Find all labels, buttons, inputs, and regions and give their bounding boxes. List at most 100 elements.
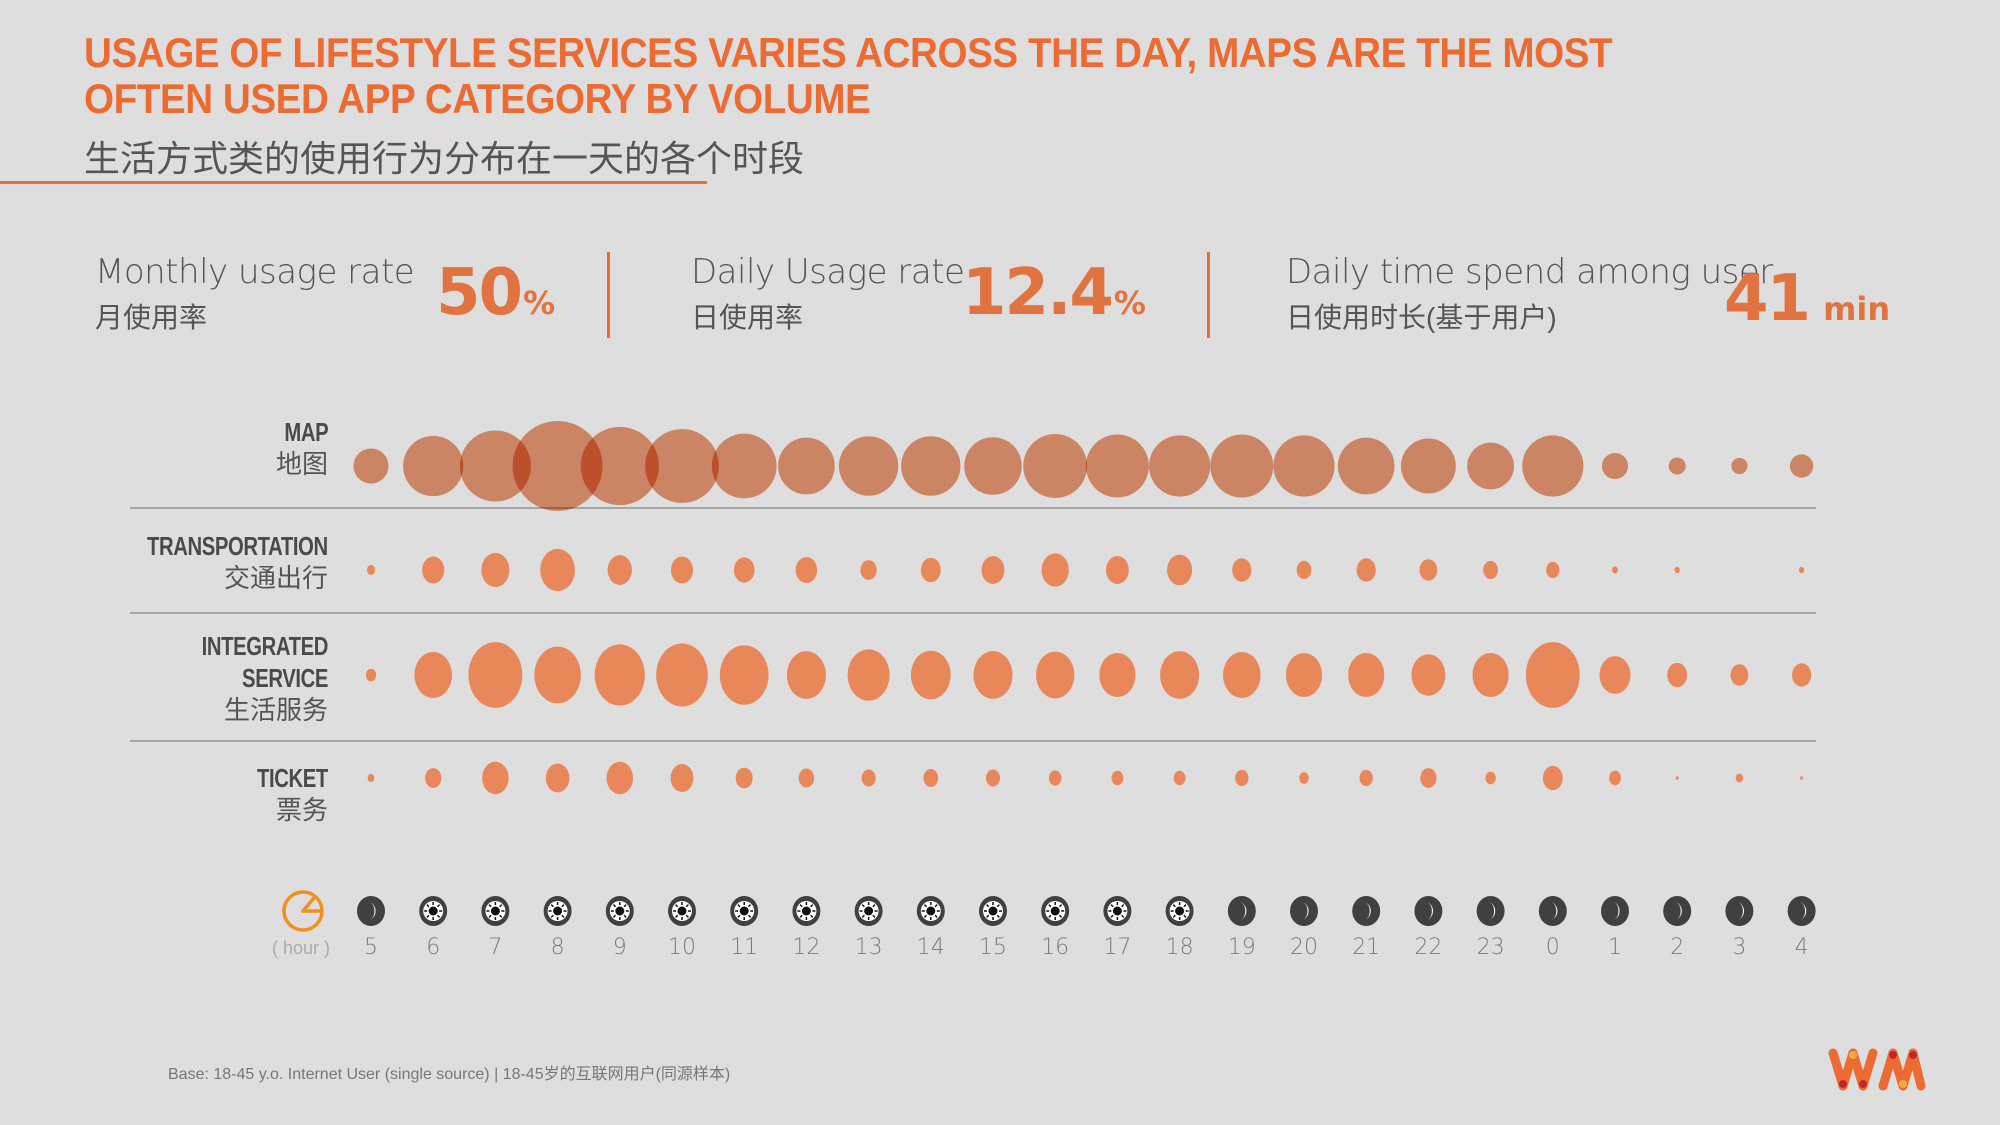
bubble-1 — [1609, 770, 1621, 786]
bubble-16 — [1023, 434, 1088, 498]
title-line-1: USAGE OF LIFESTYLE SERVICES VARIES ACROS… — [84, 29, 1613, 76]
bubble-11 — [733, 557, 755, 583]
kpi-unit: % — [523, 284, 556, 322]
bubble-19 — [1232, 558, 1252, 582]
bubble-6 — [422, 556, 445, 584]
kpi-daily-time: Daily time spend among user 日使用时长(基于用户) — [1286, 252, 1773, 342]
bubble-23 — [1472, 652, 1509, 698]
bubble-21 — [1356, 558, 1376, 582]
bubble-11 — [719, 645, 769, 705]
bubble-16 — [1041, 553, 1069, 587]
hour-label: 3 — [1732, 935, 1747, 960]
hour-label: 22 — [1414, 935, 1443, 960]
sun-icon — [481, 896, 510, 926]
bubble-21 — [1337, 437, 1395, 495]
moon-icon — [1352, 896, 1381, 926]
sun-icon — [605, 896, 634, 926]
hour-label: 17 — [1103, 935, 1132, 960]
bubble-8 — [540, 548, 575, 592]
sun-icon — [916, 896, 945, 926]
kpi-number: 41 — [1724, 262, 1811, 336]
sun-icon — [668, 896, 696, 926]
bubble-5 — [367, 773, 375, 783]
sun-icon — [1165, 896, 1194, 926]
moon-icon — [1663, 896, 1692, 926]
moon-icon — [1290, 896, 1318, 926]
moon-icon — [1227, 896, 1256, 926]
kpi-separator — [1207, 252, 1210, 338]
kpi-label-en: Monthly usage rate — [95, 252, 415, 292]
hour-label: 19 — [1227, 935, 1256, 960]
hour-label: 20 — [1290, 935, 1318, 960]
kpi-unit: % — [1113, 284, 1146, 322]
bubble-18 — [1167, 554, 1193, 586]
bubble-20 — [1299, 772, 1309, 784]
bubble-10 — [645, 429, 719, 503]
row-divider — [130, 507, 1816, 509]
hour-label: 0 — [1545, 935, 1560, 960]
bubble-15 — [973, 651, 1013, 699]
bubble-2 — [1667, 662, 1688, 688]
sun-icon — [419, 896, 448, 926]
kpi-number: 12.4 — [962, 256, 1114, 330]
sun-icon — [854, 896, 883, 926]
hour-label: 1 — [1608, 935, 1622, 960]
kpi-daily-value: 12.4% — [962, 256, 1146, 330]
bubble-18 — [1149, 435, 1211, 497]
bubble-5 — [365, 668, 377, 682]
bubble-0 — [1522, 435, 1584, 497]
kpi-label-cn: 月使用率 — [95, 302, 208, 333]
kpi-label-en: Daily time spend among user — [1286, 252, 1773, 292]
bubble-14 — [910, 650, 951, 700]
sun-icon — [792, 896, 821, 926]
hour-label: 15 — [979, 935, 1007, 960]
bubble-13 — [838, 436, 899, 496]
bubble-1 — [1599, 656, 1631, 694]
hour-label: 21 — [1352, 935, 1381, 960]
bubble-7 — [459, 430, 531, 502]
bubble-17 — [1085, 434, 1149, 498]
bubble-11 — [711, 433, 777, 499]
bubble-9 — [594, 644, 645, 706]
sun-icon — [1041, 896, 1070, 926]
bubble-6 — [414, 652, 453, 698]
sun-icon — [730, 896, 759, 926]
hour-label: 8 — [550, 935, 565, 960]
row-label-en: INTEGRATED SERVICE — [201, 631, 329, 693]
kpi-separator — [607, 252, 610, 338]
row-label-en: MAP — [284, 417, 328, 447]
bubble-4 — [1789, 454, 1814, 478]
hour-label: 11 — [730, 935, 759, 960]
footnote: Base: 18-45 y.o. Internet User (single s… — [168, 1066, 731, 1083]
row-label-transportation: TRANSPORTATION 交通出行 — [96, 530, 328, 594]
bubble-15 — [985, 769, 1001, 787]
sun-icon — [543, 896, 572, 926]
bubble-23 — [1485, 771, 1496, 785]
hour-unit-label: ( hour ) — [272, 938, 331, 958]
bubble-7 — [468, 642, 523, 708]
kpi-unit: min — [1823, 290, 1891, 328]
row-label-cn: 地图 — [275, 449, 328, 479]
bubble-5 — [366, 565, 376, 575]
hour-label: 12 — [792, 935, 821, 960]
row-divider — [130, 740, 1816, 742]
bubble-21 — [1348, 652, 1385, 698]
bubble-12 — [778, 437, 835, 495]
bubble-14 — [920, 557, 941, 583]
bubble-7 — [481, 552, 510, 588]
bubble-10 — [670, 764, 694, 792]
moon-icon — [1725, 896, 1754, 926]
bubble-12 — [798, 768, 815, 788]
moon-icon — [357, 896, 385, 926]
sun-icon — [979, 896, 1007, 926]
bubble-2 — [1675, 776, 1679, 780]
row-label-en: TICKET — [257, 763, 328, 793]
bubble-20 — [1285, 652, 1323, 698]
bubble-10 — [656, 643, 708, 707]
bubble-5 — [353, 448, 389, 484]
bubble-1 — [1612, 566, 1618, 574]
bubble-4 — [1800, 776, 1804, 780]
bubble-14 — [901, 436, 961, 496]
bubble-11 — [735, 767, 753, 789]
